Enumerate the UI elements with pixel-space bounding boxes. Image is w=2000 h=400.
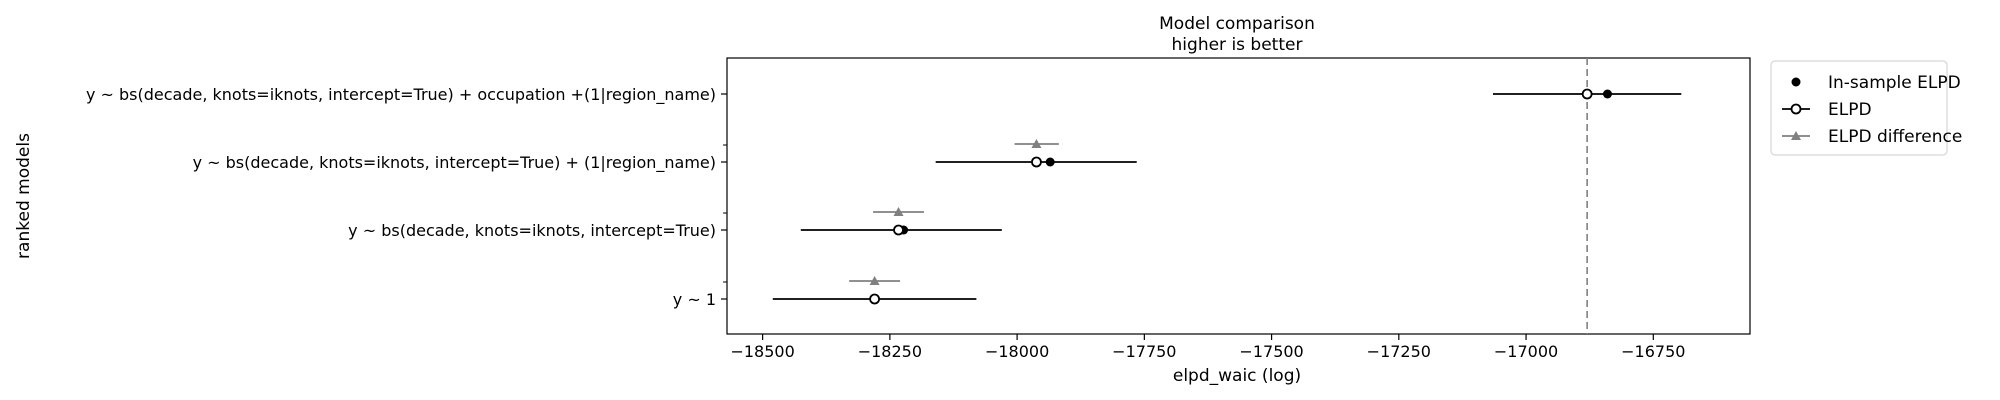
insample-elpd-marker <box>1045 157 1055 167</box>
elpd-marker <box>1581 88 1593 100</box>
difference-marker <box>1031 139 1042 148</box>
difference-marker <box>869 276 880 285</box>
legend-difference-marker <box>1791 131 1801 140</box>
x-tick-label: −17750 <box>1112 342 1176 361</box>
plot-area: −18500 −18250 −18000 −17750 −17500 −17250 −170… <box>86 57 1751 361</box>
insample-elpd-marker <box>1602 89 1612 99</box>
x-tick-label: −18250 <box>858 342 922 361</box>
legend-insample-marker <box>1791 77 1801 87</box>
y-axis-label: ranked models <box>14 133 34 259</box>
x-axis-label: elpd_waic (log) <box>1173 366 1301 386</box>
x-tick-label: −18000 <box>985 342 1049 361</box>
legend: In-sample ELPD ELPD ELPD difference <box>1770 60 1962 156</box>
chart-title-line-1: Model comparison <box>1159 14 1315 34</box>
x-tick-label: −18500 <box>730 342 794 361</box>
x-tick-label: −16750 <box>1621 342 1685 361</box>
elpd-marker <box>869 293 880 305</box>
x-tick-label: −17250 <box>1367 342 1431 361</box>
elpd-marker <box>1031 156 1042 168</box>
y-tick-label: y ~ bs(decade, knots=iknots, intercept=T… <box>193 153 716 173</box>
plot-frame <box>726 57 1751 335</box>
y-tick-label: y ~ 1 <box>673 290 716 309</box>
x-tick-label: −17000 <box>1494 342 1558 361</box>
legend-entry-label: ELPD <box>1828 100 1872 120</box>
difference-marker <box>893 207 904 216</box>
elpd-marker <box>893 224 904 236</box>
legend-elpd-marker <box>1790 103 1802 115</box>
legend-entry-label: ELPD difference <box>1828 127 1962 147</box>
legend-entry-label: In-sample ELPD <box>1828 73 1961 93</box>
x-tick-label: −17500 <box>1239 342 1303 361</box>
y-tick-label: y ~ bs(decade, knots=iknots, intercept=T… <box>86 85 716 105</box>
chart-title-line-2: higher is better <box>1172 35 1303 55</box>
legend-box <box>1770 60 1948 156</box>
y-tick-label: y ~ bs(decade, knots=iknots, intercept=T… <box>348 221 716 240</box>
